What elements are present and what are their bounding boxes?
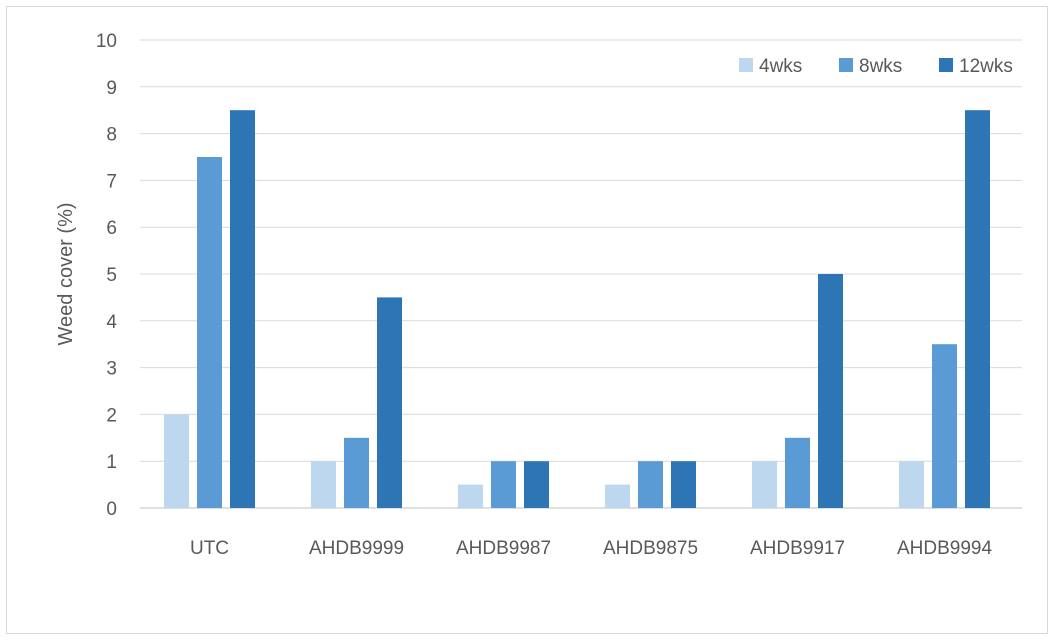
bar-12wks-AHDB9987 <box>524 461 549 508</box>
bar-4wks-AHDB9917 <box>752 461 777 508</box>
y-axis-ticks: 0 1 2 3 4 5 6 7 8 9 10 <box>96 31 118 520</box>
x-tick-label: AHDB9987 <box>456 538 551 559</box>
bar-4wks-UTC <box>164 414 189 508</box>
bar-8wks-AHDB9875 <box>638 461 663 508</box>
x-tick-label: AHDB9999 <box>309 538 404 559</box>
bar-4wks-AHDB9994 <box>899 461 924 508</box>
x-tick-label: AHDB9875 <box>603 538 698 559</box>
legend-swatch-12wks <box>939 58 953 72</box>
legend-label: 8wks <box>859 56 902 77</box>
bar-12wks-AHDB9917 <box>818 274 843 508</box>
y-tick-label: 10 <box>96 31 117 52</box>
bar-12wks-AHDB9994 <box>965 110 990 508</box>
legend-swatch-4wks <box>739 58 753 72</box>
y-tick-label: 8 <box>106 125 117 146</box>
y-tick-label: 2 <box>106 405 117 426</box>
y-tick-label: 7 <box>106 171 117 192</box>
y-tick-label: 9 <box>106 78 117 99</box>
chart-frame <box>6 6 1048 634</box>
legend-swatch-8wks <box>839 58 853 72</box>
legend-label: 4wks <box>759 56 802 77</box>
x-tick-label: AHDB9917 <box>750 538 845 559</box>
y-tick-label: 0 <box>106 499 117 520</box>
bar-4wks-AHDB9987 <box>458 484 483 508</box>
bar-12wks-UTC <box>230 110 255 508</box>
x-tick-label: UTC <box>190 538 229 559</box>
bar-8wks-AHDB9999 <box>344 437 369 508</box>
y-tick-label: 4 <box>106 312 117 333</box>
bar-8wks-UTC <box>197 157 222 508</box>
y-tick-label: 3 <box>106 359 117 380</box>
bars <box>164 110 990 508</box>
x-tick-label: AHDB9994 <box>897 538 992 559</box>
y-tick-label: 1 <box>106 452 117 473</box>
y-tick-label: 5 <box>106 265 117 286</box>
legend: 4wks 8wks 12wks <box>739 56 1013 77</box>
bar-12wks-AHDB9875 <box>671 461 696 508</box>
x-axis-ticks: UTC AHDB9999 AHDB9987 AHDB9875 AHDB9917 AHDB9… <box>190 538 992 559</box>
bar-8wks-AHDB9994 <box>932 344 957 508</box>
gridlines <box>140 39 1022 509</box>
bar-4wks-AHDB9999 <box>311 461 336 508</box>
legend-label: 12wks <box>959 56 1013 77</box>
bar-12wks-AHDB9999 <box>377 297 402 508</box>
bar-8wks-AHDB9987 <box>491 461 516 508</box>
bar-8wks-AHDB9917 <box>785 437 810 508</box>
bar-4wks-AHDB9875 <box>605 484 630 508</box>
y-tick-label: 6 <box>106 218 117 239</box>
y-axis-title: Weed cover (%) <box>55 202 77 345</box>
